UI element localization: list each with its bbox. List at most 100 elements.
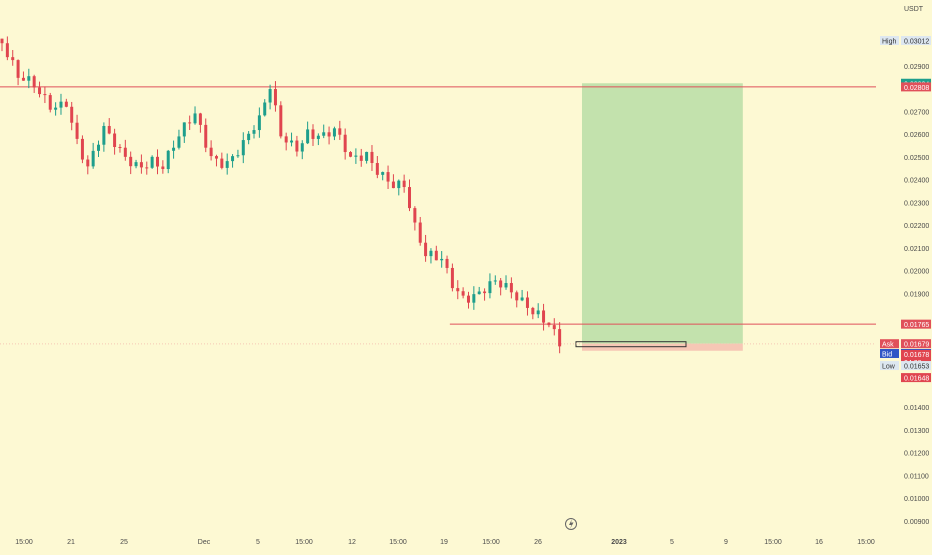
candle-body [413,208,417,223]
candle-body [241,140,245,156]
candle-body [300,143,304,152]
candle-body [493,280,497,282]
candle-body [11,57,15,61]
lightning-icon[interactable] [565,518,577,530]
candle-body [391,181,395,189]
candle-body [499,280,503,288]
y-tick-label: 0.02600 [904,132,929,139]
y-tick-label: 0.02400 [904,178,929,185]
high-label: High [882,38,897,45]
time-axis[interactable]: 15:00 21 25 Dec 5 15:00 12 15:00 19 15:00 26 2023 5 9… [15,539,875,546]
stop-box [901,373,931,383]
candle-body [434,250,438,261]
y-tick-label: 0.01200 [904,451,929,458]
candle-body [38,87,42,95]
candle-body [166,150,170,170]
ask-box [901,339,931,349]
candle-body [466,295,470,303]
candle-body [461,291,465,296]
x-tick-label: 21 [67,539,75,546]
y-tick-label: 0.01000 [904,496,929,503]
candle-body [273,89,277,106]
high-value: 0.03012 [904,38,929,45]
x-tick-label: 5 [256,539,260,546]
bid-tag [880,348,899,358]
candle-body [268,89,272,103]
low-tag [880,361,899,371]
bid-label: Bid [882,351,892,358]
candle-body [295,140,299,152]
candle-body [59,101,63,108]
candle-body [311,129,315,139]
horizontal-lines [0,86,876,345]
candle-body [547,322,551,326]
candle-body [375,163,379,175]
candle-body [440,258,444,261]
price-labels: 0.03012High0.028240.028080.017650.01679A… [880,35,931,383]
candle-body [402,180,406,188]
candle-body [509,283,513,293]
candle-body [370,151,374,164]
candle-body [75,122,79,139]
candle-body [236,155,240,157]
loss-zone [581,343,743,351]
high-box [901,35,931,45]
candle-body [129,156,133,167]
candle-body [231,156,235,162]
candle-body [252,130,256,134]
candle-body [102,125,106,145]
candle-body [220,158,224,168]
position-zones [575,83,743,351]
candle-body [343,134,347,153]
candle-body [214,156,218,159]
candle-body [531,307,535,315]
candle-body [32,76,36,88]
x-tick-label: 15:00 [389,539,407,546]
candle-body [477,291,481,295]
candle-body [97,144,101,151]
candle-body [279,105,283,137]
candle-body [193,113,197,124]
x-tick-label: 25 [120,539,128,546]
candle-body [145,167,149,169]
candle-body [16,60,20,78]
candle-body [54,107,58,110]
candle-body [225,161,229,168]
candle-body [257,115,261,131]
candle-body [338,128,342,135]
y-tick-label: 0.02900 [904,64,929,71]
candle-body [139,162,143,168]
x-tick-label: 26 [534,539,542,546]
last-price-value: 0.01678 [904,352,929,359]
candle-body [182,122,186,137]
x-tick-label: 15:00 [295,539,313,546]
stop-value: 0.01648 [904,376,929,383]
candle-body [161,166,165,170]
resistance-box [901,82,931,92]
candle-body [177,136,181,148]
high-tag [880,35,899,45]
x-tick-label: 15:00 [764,539,782,546]
low-box [901,361,931,371]
x-tick-label: 5 [670,539,674,546]
candle-body [525,297,529,308]
y-tick-label: 0.01300 [904,428,929,435]
candle-body [150,156,154,168]
candle-body [70,106,74,123]
candle-body [536,310,540,315]
candle-body [263,102,267,116]
candle-body [408,187,412,209]
candle-body [456,288,460,292]
ask-value: 0.01679 [904,342,929,349]
y-tick-label: 0.02100 [904,246,929,253]
resistance-value: 0.02808 [904,85,929,92]
candle-body [107,125,111,134]
ask-tag [880,339,899,349]
candle-body [209,147,213,157]
candle-body [424,242,428,257]
lightning-icon-bolt [569,519,574,529]
candle-body [332,128,336,137]
profit-zone [581,83,743,344]
